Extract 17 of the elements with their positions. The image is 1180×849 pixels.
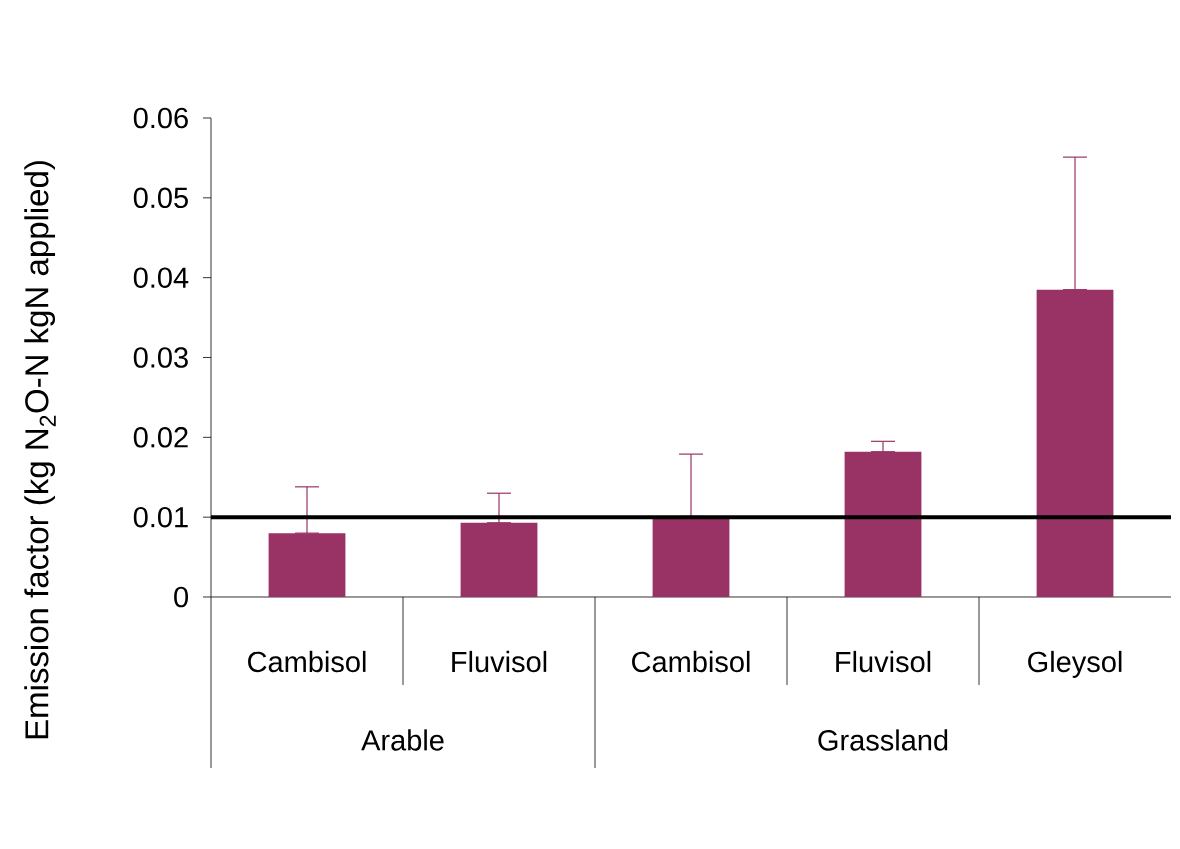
x-tick-label: Fluvisol (836, 650, 931, 673)
x-tick-label: Cambisol (248, 650, 366, 673)
x-tick-label: Fluvisol (452, 650, 547, 673)
y-tick-label: 0.04 (133, 267, 189, 288)
x-tick-label: Gleysol (1028, 650, 1122, 678)
y-tick-label: 0.01 (133, 506, 188, 528)
y-tick-label: 0.02 (133, 427, 188, 448)
x-tick-label: Cambisol (632, 650, 750, 673)
bar (652, 516, 730, 597)
y-tick-label: 0.03 (133, 347, 188, 368)
y-tick-label: 0.05 (133, 187, 188, 209)
y-axis-title: Emission factor (kg N$_{2}$O-N kgN applied) (24, 161, 56, 739)
bar (268, 533, 346, 597)
y-tick-label: 0.06 (133, 107, 188, 129)
y-tick-label: 0 (174, 586, 188, 608)
text: Grassland (818, 729, 948, 751)
text: Arable (361, 729, 444, 751)
